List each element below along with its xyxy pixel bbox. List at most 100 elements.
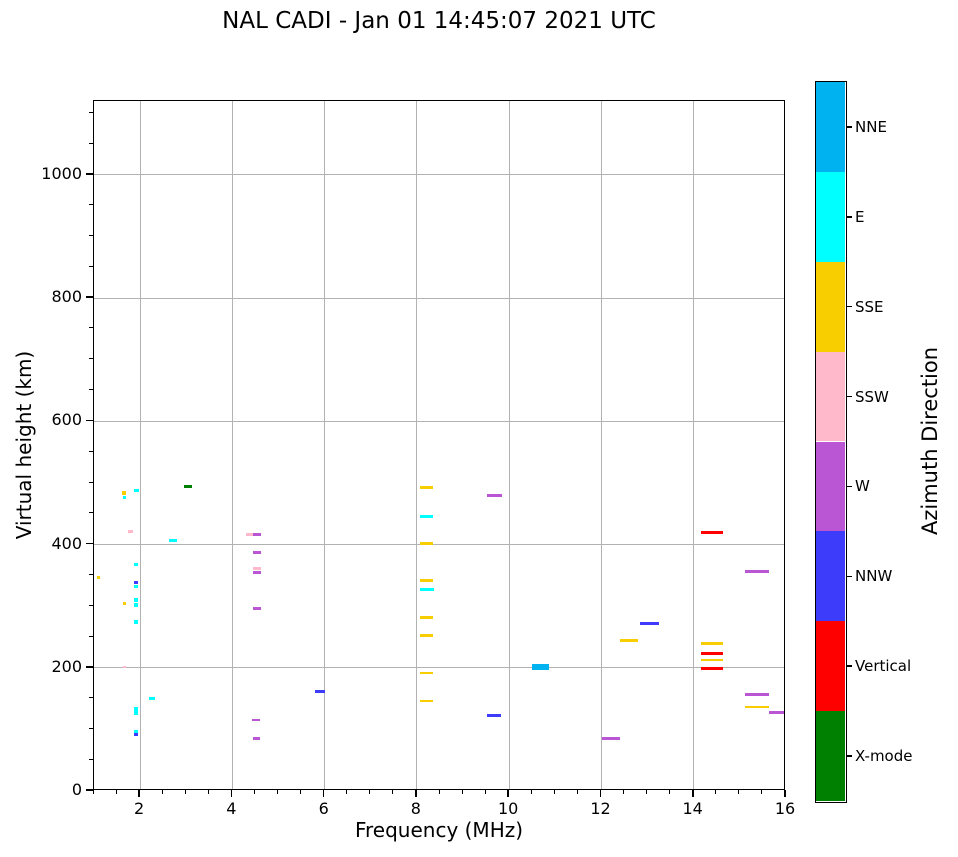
data-point xyxy=(601,736,620,740)
colorbar-segment-w xyxy=(816,441,845,532)
data-point xyxy=(620,638,639,642)
y-tick xyxy=(86,789,93,791)
x-minor-tick xyxy=(161,790,163,794)
data-point xyxy=(134,563,139,567)
azimuth-colorbar xyxy=(816,82,845,801)
data-point xyxy=(134,585,139,588)
y-minor-tick xyxy=(89,697,93,699)
data-point xyxy=(122,666,126,669)
y-gridline xyxy=(94,297,784,299)
data-point xyxy=(314,690,325,694)
y-minor-tick xyxy=(89,111,93,113)
x-tick xyxy=(415,790,417,797)
x-gridline xyxy=(601,101,602,789)
data-point xyxy=(134,619,139,624)
y-minor-tick xyxy=(89,481,93,483)
data-point xyxy=(419,588,434,591)
x-minor-tick xyxy=(553,790,555,794)
y-tick-label: 400 xyxy=(51,533,82,553)
y-minor-tick xyxy=(89,327,93,329)
y-minor-tick xyxy=(89,512,93,514)
data-point xyxy=(768,710,784,714)
data-point xyxy=(127,530,133,534)
x-minor-tick xyxy=(254,790,255,794)
data-point xyxy=(701,666,724,670)
x-gridline xyxy=(693,101,695,789)
y-gridline xyxy=(94,667,784,669)
x-minor-tick xyxy=(300,790,302,794)
data-point xyxy=(744,569,769,573)
colorbar-label-x-mode: X-mode xyxy=(855,747,913,766)
x-minor-tick xyxy=(92,790,94,794)
y-minor-tick xyxy=(89,204,93,206)
colorbar-label-ssw: SSW xyxy=(855,387,889,406)
x-gridline xyxy=(139,101,141,789)
y-minor-tick xyxy=(89,758,93,760)
y-gridline xyxy=(94,174,784,176)
data-point xyxy=(134,707,139,712)
x-tick xyxy=(507,790,509,797)
data-point xyxy=(744,706,769,709)
colorbar-label-e: E xyxy=(855,207,865,226)
x-tick-label: 10 xyxy=(498,799,519,818)
colorbar-segment-x-mode xyxy=(816,711,845,801)
data-point xyxy=(701,641,724,645)
data-point xyxy=(253,567,262,571)
y-tick xyxy=(86,419,93,422)
data-point xyxy=(420,578,434,582)
colorbar-segment-vertical xyxy=(816,621,845,712)
colorbar-label-vertical: Vertical xyxy=(855,657,912,676)
colorbar-segment-e xyxy=(816,171,845,262)
y-minor-tick xyxy=(89,727,93,729)
y-gridline xyxy=(94,544,784,546)
y-minor-tick xyxy=(89,573,93,575)
x-minor-tick xyxy=(576,790,578,794)
y-minor-tick xyxy=(89,142,93,144)
colorbar-tick xyxy=(846,395,852,398)
colorbar-label-nnw: NNW xyxy=(855,567,893,586)
x-tick-label: 8 xyxy=(410,799,421,818)
data-point xyxy=(169,539,178,543)
colorbar-segment-nne xyxy=(816,82,845,172)
chart-title: NAL CADI - Jan 01 14:45:07 2021 UTC xyxy=(222,8,656,34)
data-point xyxy=(487,714,502,718)
colorbar-tick xyxy=(846,485,852,488)
y-minor-tick xyxy=(89,358,93,360)
data-point xyxy=(134,602,139,607)
colorbar-segment-nnw xyxy=(816,531,845,622)
data-point xyxy=(701,651,724,655)
data-point xyxy=(133,488,139,492)
x-tick xyxy=(138,790,140,797)
y-minor-tick xyxy=(89,635,93,637)
data-point xyxy=(252,736,260,740)
x-gridline xyxy=(231,101,233,789)
data-point xyxy=(123,495,127,499)
plot-area xyxy=(93,100,785,790)
x-minor-tick xyxy=(669,790,671,794)
data-point xyxy=(134,598,139,602)
data-point xyxy=(183,485,192,489)
data-point xyxy=(253,550,262,554)
data-point xyxy=(420,485,434,489)
data-point xyxy=(148,697,155,701)
data-point xyxy=(701,659,724,662)
y-tick xyxy=(86,542,93,545)
data-point xyxy=(134,581,139,585)
colorbar-label-w: W xyxy=(855,477,870,496)
y-tick xyxy=(86,666,93,668)
data-point xyxy=(96,575,100,579)
x-tick-label: 6 xyxy=(318,799,329,818)
data-point xyxy=(420,671,434,674)
y-minor-tick xyxy=(89,389,93,391)
y-minor-tick xyxy=(89,450,93,452)
x-axis-label: Frequency (MHz) xyxy=(354,818,524,842)
colorbar-tick xyxy=(846,575,852,578)
colorbar-tick xyxy=(846,755,852,757)
x-tick-label: 4 xyxy=(226,799,237,818)
data-point xyxy=(134,711,139,716)
x-minor-tick xyxy=(623,790,624,794)
y-tick-label: 0 xyxy=(71,780,82,799)
data-point xyxy=(639,621,659,625)
y-tick-label: 800 xyxy=(51,287,82,307)
y-minor-tick xyxy=(89,265,93,267)
